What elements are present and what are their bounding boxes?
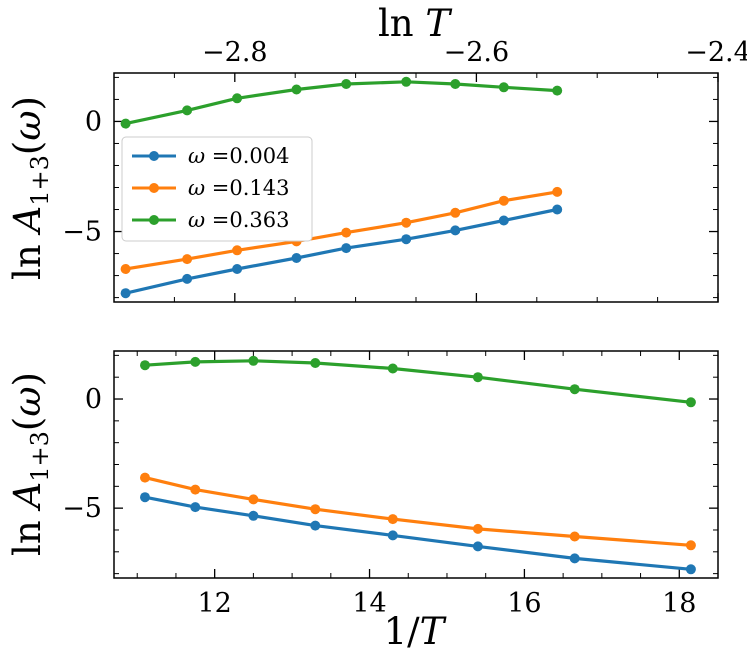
bottom-y-label: ln A1+3(ω) [6, 372, 54, 556]
top-x-title: ln T [378, 2, 452, 45]
top-series-point-1 [401, 217, 412, 228]
legend: ω =0.004 ω =0.143 ω =0.363 [121, 136, 313, 242]
top-series-point-1 [450, 207, 461, 218]
legend-label-2: ω =0.363 [188, 208, 290, 232]
bottom-series-point-2 [569, 384, 580, 395]
bottom-series-point-2 [140, 360, 150, 371]
top-series-point-0 [552, 204, 563, 215]
top-ytick-label: −5 [62, 217, 102, 248]
top-series-point-0 [291, 253, 302, 263]
top-series-point-2 [182, 105, 193, 116]
top-series-point-2 [552, 85, 563, 96]
top-series-group [120, 76, 563, 299]
legend-label-0: ω =0.004 [188, 144, 290, 168]
bottom-series-point-2 [387, 363, 398, 374]
bottom-ticks: 12 14 16 18 0 −5 [62, 351, 719, 619]
top-panel: −2.8 −2.6 −2.4 0 −5 ln T ln A1+3(ω) ω =0.004… [6, 2, 747, 303]
bottom-plot-frame [113, 350, 719, 579]
bottom-series-point-1 [310, 504, 321, 515]
bottom-xtick-label: 18 [662, 588, 696, 619]
bottom-series-point-2 [310, 358, 321, 368]
top-xtick-label: −2.4 [685, 37, 747, 68]
top-series-point-1 [120, 264, 131, 274]
bottom-series-point-1 [472, 523, 483, 534]
top-series-line-2 [125, 80, 558, 126]
top-series-point-2 [341, 79, 352, 89]
bottom-series-point-2 [685, 397, 696, 408]
bottom-series-line-2 [144, 359, 692, 404]
legend-marker-0 [149, 151, 159, 161]
top-series-point-2 [232, 93, 243, 104]
top-series-point-1 [552, 186, 563, 197]
top-y-label: ln A1+3(ω) [6, 96, 54, 280]
top-series-point-1 [182, 254, 193, 265]
bottom-series-point-1 [248, 494, 259, 505]
bottom-series-point-0 [685, 564, 696, 575]
top-series-point-2 [120, 118, 131, 129]
legend-marker-2 [149, 215, 159, 225]
legend-label-1: ω =0.143 [188, 176, 290, 200]
bottom-series-point-0 [310, 520, 321, 531]
bottom-series-point-0 [190, 502, 201, 513]
bottom-series-point-1 [140, 472, 150, 483]
top-series-point-1 [498, 195, 509, 206]
top-series-point-2 [291, 84, 302, 95]
bottom-series-point-0 [248, 510, 259, 521]
top-series-point-0 [182, 273, 193, 284]
bottom-series-group [140, 355, 696, 575]
bottom-ytick-label: 0 [85, 384, 102, 415]
bottom-series-line-0 [144, 495, 692, 571]
top-series-point-0 [232, 264, 243, 274]
legend-marker-1 [149, 183, 159, 193]
legend-box [121, 136, 313, 242]
top-series-point-2 [498, 82, 509, 93]
top-series-point-1 [232, 245, 243, 256]
bottom-xtick-label: 14 [352, 588, 386, 619]
top-series-point-0 [498, 215, 509, 226]
bottom-series-point-2 [472, 372, 483, 383]
top-series-point-0 [450, 225, 461, 236]
top-series-point-0 [401, 234, 412, 245]
bottom-ytick-label: −5 [62, 493, 102, 524]
bottom-series-point-2 [190, 356, 201, 367]
bottom-series-point-0 [569, 553, 580, 564]
top-series-point-0 [120, 288, 131, 299]
bottom-series-line-1 [144, 476, 692, 547]
bottom-series-point-1 [569, 531, 580, 542]
bottom-series-point-0 [387, 530, 398, 541]
bottom-x-label: 1/T [384, 610, 447, 653]
bottom-series-point-2 [248, 355, 259, 366]
top-series-point-0 [341, 243, 352, 254]
top-xtick-label: −2.8 [202, 37, 268, 68]
bottom-series-point-1 [387, 514, 398, 525]
bottom-xtick-label: 16 [507, 588, 541, 619]
top-ticks: −2.8 −2.6 −2.4 0 −5 [62, 37, 747, 302]
bottom-series-point-1 [685, 540, 696, 551]
top-series-point-1 [341, 227, 352, 238]
bottom-series-point-1 [190, 484, 201, 495]
top-xtick-label: −2.6 [444, 37, 510, 68]
bottom-series-point-0 [140, 492, 150, 503]
bottom-xtick-label: 12 [197, 588, 231, 619]
top-ytick-label: 0 [85, 106, 102, 137]
bottom-series-point-0 [472, 541, 483, 552]
top-series-point-2 [401, 76, 412, 87]
top-series-point-2 [450, 79, 461, 89]
bottom-panel: 12 14 16 18 0 −5 1/T ln A1+3(ω) [6, 350, 719, 653]
